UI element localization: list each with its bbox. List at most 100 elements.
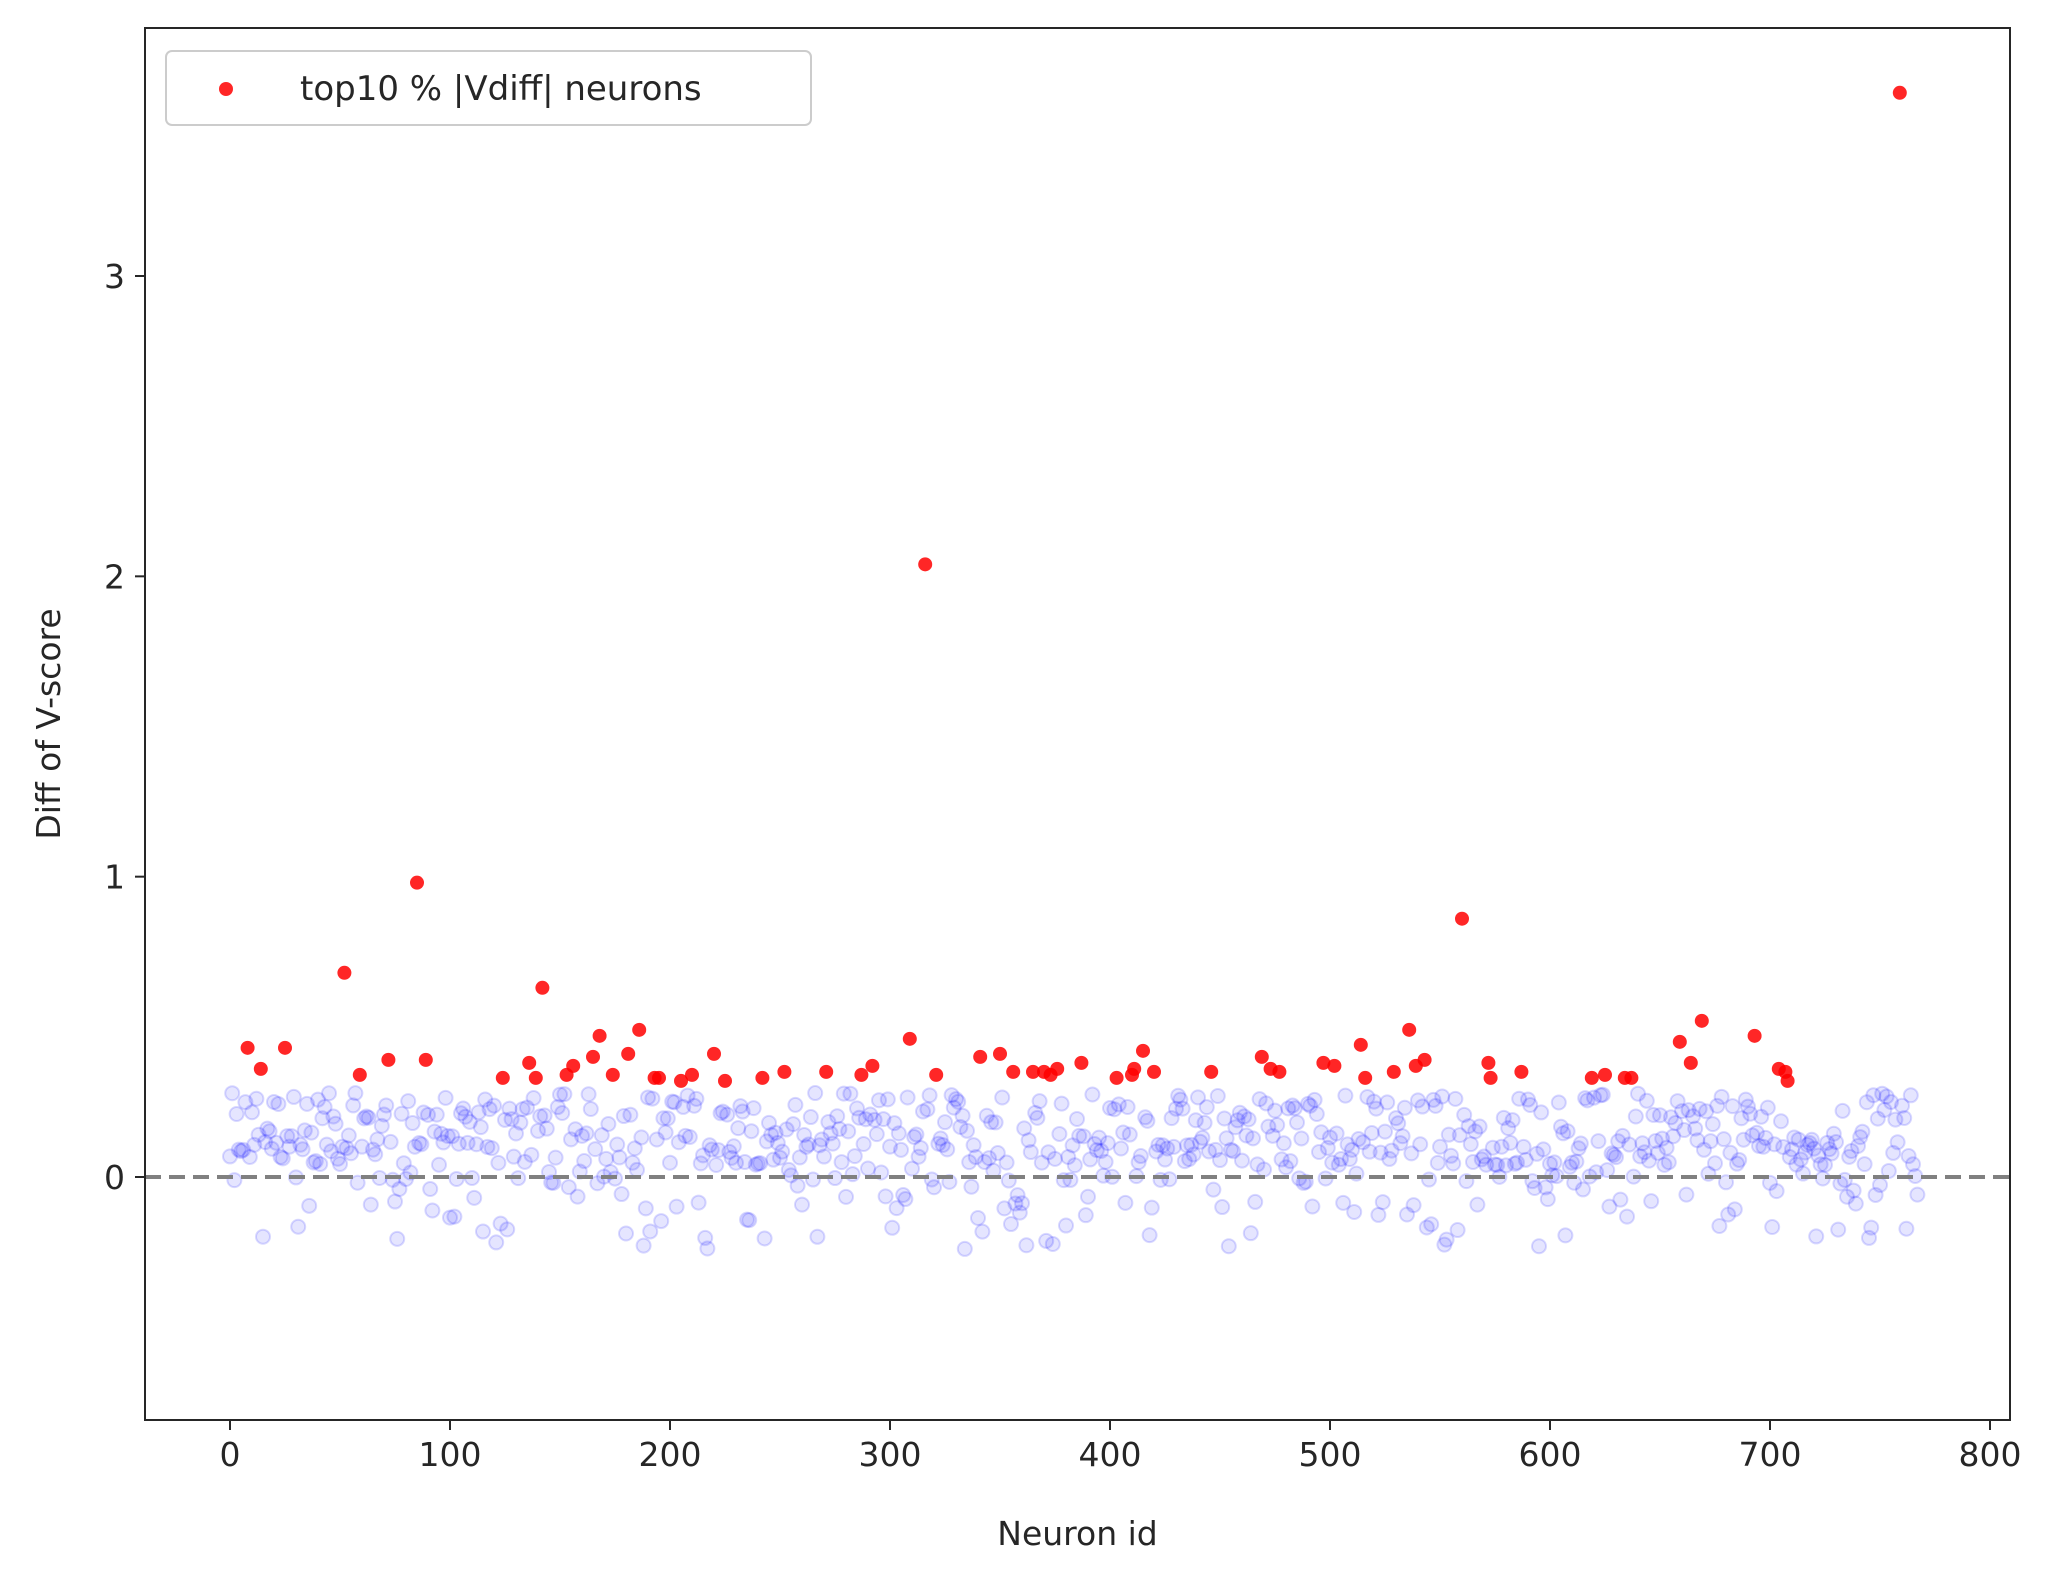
background-point <box>1720 1206 1737 1223</box>
background-point <box>1139 1112 1156 1129</box>
top-point <box>1514 1064 1529 1079</box>
background-point <box>1187 1112 1204 1129</box>
background-point <box>1665 1128 1682 1145</box>
background-point <box>1086 1136 1103 1153</box>
background-point <box>1099 1135 1116 1152</box>
background-point <box>1449 1222 1466 1239</box>
background-point <box>431 1156 447 1173</box>
background-point <box>503 1111 520 1128</box>
background-point <box>1678 1186 1695 1203</box>
background-point <box>446 1208 463 1225</box>
background-point <box>820 1114 837 1131</box>
background-point <box>965 1137 982 1154</box>
background-point <box>576 1153 593 1170</box>
top-point <box>1272 1064 1287 1079</box>
background-point <box>1267 1102 1283 1119</box>
background-point <box>1071 1127 1088 1144</box>
top-point <box>1026 1064 1040 1079</box>
background-point <box>1559 1123 1576 1140</box>
background-point <box>886 1115 903 1132</box>
background-point <box>1273 1151 1290 1168</box>
background-point <box>769 1134 786 1151</box>
background-point <box>314 1110 331 1127</box>
y-tick-label: 1 <box>104 858 125 897</box>
background-point <box>1810 1147 1827 1164</box>
background-point <box>519 1099 535 1116</box>
top-point <box>902 1031 917 1046</box>
background-point <box>785 1116 802 1133</box>
background-point <box>1674 1103 1690 1120</box>
background-point <box>301 1197 318 1214</box>
background-point <box>389 1230 406 1247</box>
background-point <box>1381 1150 1398 1167</box>
background-point <box>1172 1091 1189 1108</box>
background-point <box>1478 1156 1495 1173</box>
background-point <box>1467 1123 1484 1140</box>
legend-label: top10 % |Vdiff| neurons <box>300 69 702 109</box>
background-point <box>1069 1110 1085 1127</box>
background-point <box>1546 1154 1563 1171</box>
background-point <box>501 1100 518 1117</box>
background-point <box>1399 1206 1415 1223</box>
background-point <box>1018 1237 1035 1254</box>
y-tick-label: 0 <box>104 1158 125 1197</box>
background-point <box>1007 1195 1024 1212</box>
background-point <box>1471 1118 1488 1135</box>
background-point <box>360 1109 377 1126</box>
background-point <box>1634 1135 1651 1152</box>
background-point <box>600 1116 617 1133</box>
background-point <box>483 1140 500 1157</box>
background-point <box>987 1114 1004 1131</box>
background-point <box>1594 1086 1611 1103</box>
background-point <box>470 1104 487 1121</box>
background-point <box>457 1108 474 1125</box>
background-point <box>296 1122 313 1139</box>
background-point <box>1293 1130 1310 1147</box>
y-axis: 0 1 2 3 <box>104 257 145 1197</box>
background-point <box>1515 1138 1532 1155</box>
background-point <box>1077 1207 1094 1224</box>
background-point <box>800 1136 817 1153</box>
background-point <box>1339 1136 1356 1153</box>
background-point <box>497 1111 513 1128</box>
background-point <box>1555 1125 1572 1142</box>
background-point <box>1504 1112 1521 1129</box>
background-point <box>1106 1101 1123 1118</box>
background-point <box>1306 1091 1323 1108</box>
background-point <box>732 1098 749 1115</box>
background-point <box>395 1155 412 1172</box>
background-point <box>747 1156 764 1173</box>
background-point <box>569 1188 586 1205</box>
background-point <box>365 1141 381 1158</box>
y-tick-label: 3 <box>104 257 125 296</box>
background-point <box>1709 1097 1726 1114</box>
background-point <box>327 1115 344 1132</box>
background-point <box>1852 1129 1869 1146</box>
background-point <box>1031 1093 1048 1110</box>
top-point <box>1127 1061 1142 1076</box>
x-tick-label: 0 <box>220 1435 241 1474</box>
x-tick-label: 700 <box>1739 1435 1802 1474</box>
background-point <box>530 1122 546 1139</box>
background-point <box>970 1210 986 1227</box>
background-point <box>250 1126 267 1143</box>
background-point <box>1286 1100 1303 1117</box>
background-point <box>349 1174 366 1191</box>
background-point <box>593 1127 610 1144</box>
background-point <box>1016 1120 1033 1137</box>
background-point <box>879 1091 896 1108</box>
background-point <box>1033 1154 1050 1171</box>
background-point <box>1014 1195 1030 1212</box>
background-point <box>904 1160 920 1177</box>
background-point <box>629 1161 645 1178</box>
background-point <box>1647 1132 1664 1149</box>
background-point <box>1568 1153 1585 1170</box>
background-point <box>1143 1199 1160 1216</box>
background-point <box>703 1141 720 1158</box>
background-point <box>772 1149 788 1166</box>
top-point <box>1747 1028 1762 1043</box>
background-point <box>910 1148 927 1165</box>
top-point <box>253 1061 268 1076</box>
background-point <box>492 1215 509 1232</box>
